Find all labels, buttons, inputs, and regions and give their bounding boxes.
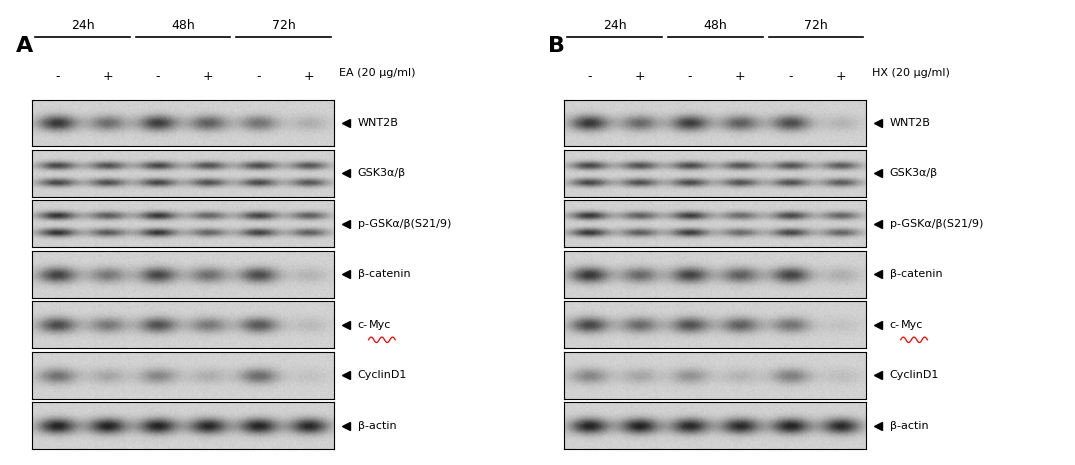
Text: +: + xyxy=(303,70,314,83)
Text: HX (20 μg/ml): HX (20 μg/ml) xyxy=(872,67,949,78)
Text: WNT2B: WNT2B xyxy=(890,118,931,128)
Text: c-: c- xyxy=(358,320,368,330)
Text: B: B xyxy=(548,36,565,57)
Text: CyclinD1: CyclinD1 xyxy=(358,370,407,380)
Text: +: + xyxy=(835,70,846,83)
Text: WNT2B: WNT2B xyxy=(358,118,399,128)
Text: 72h: 72h xyxy=(272,20,296,33)
Text: c-: c- xyxy=(890,320,900,330)
Text: β-actin: β-actin xyxy=(890,421,929,431)
Text: GSK3α/β: GSK3α/β xyxy=(890,168,937,179)
Text: 48h: 48h xyxy=(171,20,195,33)
Text: +: + xyxy=(203,70,214,83)
Text: +: + xyxy=(102,70,113,83)
Text: 48h: 48h xyxy=(703,20,727,33)
Text: +: + xyxy=(735,70,746,83)
Text: GSK3α/β: GSK3α/β xyxy=(358,168,405,179)
Text: -: - xyxy=(55,70,59,83)
Text: p-GSKα/β(S21/9): p-GSKα/β(S21/9) xyxy=(358,219,452,229)
Text: -: - xyxy=(788,70,793,83)
Text: Myc: Myc xyxy=(901,320,923,330)
Text: 72h: 72h xyxy=(804,20,828,33)
Text: Myc: Myc xyxy=(369,320,391,330)
Text: p-GSKα/β(S21/9): p-GSKα/β(S21/9) xyxy=(890,219,984,229)
Text: +: + xyxy=(634,70,645,83)
Text: -: - xyxy=(256,70,261,83)
Text: A: A xyxy=(16,36,33,57)
Text: -: - xyxy=(587,70,591,83)
Text: β-actin: β-actin xyxy=(358,421,397,431)
Text: -: - xyxy=(688,70,692,83)
Text: CyclinD1: CyclinD1 xyxy=(890,370,940,380)
Text: 24h: 24h xyxy=(71,20,95,33)
Text: β-catenin: β-catenin xyxy=(358,269,411,279)
Text: 24h: 24h xyxy=(603,20,627,33)
Text: -: - xyxy=(156,70,160,83)
Text: EA (20 μg/ml): EA (20 μg/ml) xyxy=(340,67,416,78)
Text: β-catenin: β-catenin xyxy=(890,269,943,279)
